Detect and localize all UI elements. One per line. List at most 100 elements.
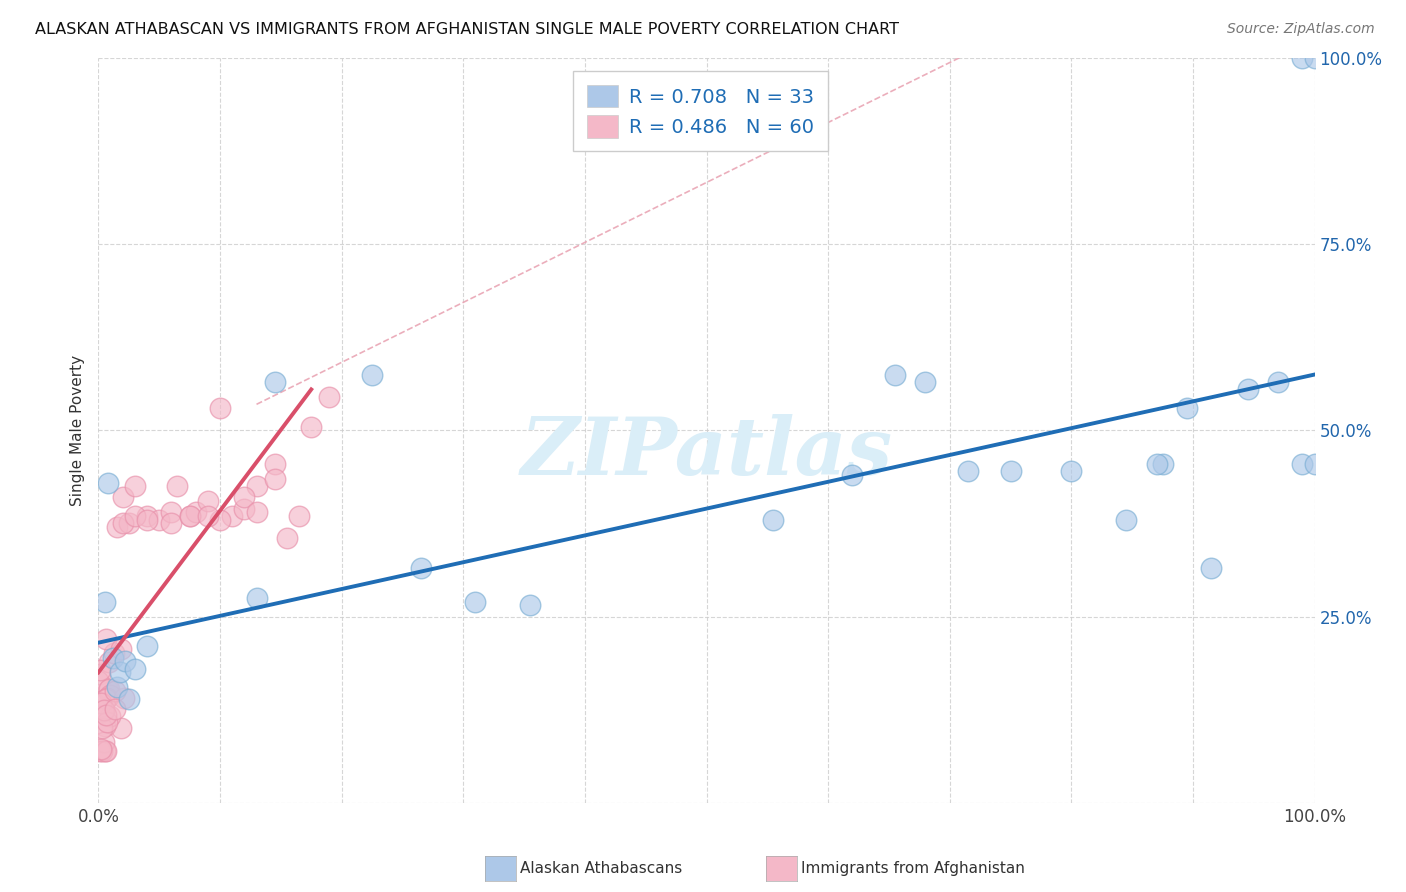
Point (464, 595, 486, 609)
Point (97, 683, 120, 698)
Point (98, 708, 121, 723)
Point (1303, 457, 1326, 471)
Point (93, 595, 115, 609)
Point (90, 741, 112, 756)
Point (94, 744, 117, 758)
Point (263, 457, 285, 471)
Point (93, 735, 115, 749)
Point (94, 632, 117, 646)
Point (101, 650, 124, 665)
Point (519, 599, 541, 613)
Point (112, 691, 135, 706)
Point (318, 390, 340, 404)
Point (96, 714, 118, 729)
Point (209, 401, 232, 415)
Point (136, 509, 159, 524)
Point (124, 662, 146, 676)
Point (409, 561, 432, 575)
Point (956, 464, 979, 478)
Point (1291, 51, 1313, 65)
Text: Source: ZipAtlas.com: Source: ZipAtlas.com (1227, 22, 1375, 37)
Point (1146, 457, 1168, 471)
Point (93, 703, 115, 717)
Point (1199, 561, 1222, 575)
Point (1236, 383, 1258, 397)
Point (160, 505, 183, 519)
Point (91, 704, 114, 718)
Point (104, 684, 127, 698)
Point (105, 681, 128, 695)
Point (1060, 464, 1083, 478)
Point (1303, 51, 1326, 65)
Point (233, 491, 256, 505)
Point (111, 516, 134, 531)
Point (98, 656, 121, 670)
Point (87, 673, 110, 688)
Point (110, 721, 132, 735)
Point (94, 692, 117, 706)
Point (89, 667, 111, 681)
Point (148, 513, 170, 527)
Point (124, 509, 146, 524)
Point (1115, 513, 1137, 527)
Point (179, 509, 201, 524)
Point (160, 516, 183, 531)
Point (841, 468, 863, 483)
Point (91, 744, 114, 758)
Point (245, 505, 267, 519)
Point (136, 513, 159, 527)
Point (197, 509, 219, 524)
Text: Immigrants from Afghanistan: Immigrants from Afghanistan (801, 862, 1025, 876)
Point (762, 513, 785, 527)
Point (90, 696, 112, 710)
Point (361, 368, 384, 382)
Point (263, 375, 285, 389)
Point (104, 702, 127, 716)
Point (263, 472, 285, 486)
Point (105, 520, 128, 534)
Point (98, 688, 121, 702)
Point (1291, 457, 1313, 471)
Point (233, 501, 256, 516)
Legend: R = 0.708   N = 33, R = 0.486   N = 60: R = 0.708 N = 33, R = 0.486 N = 60 (572, 71, 828, 152)
Point (1175, 401, 1198, 415)
Point (1000, 464, 1022, 478)
Point (96, 708, 118, 723)
Point (184, 505, 207, 519)
Point (118, 691, 141, 706)
Point (221, 509, 243, 524)
Point (209, 513, 232, 527)
Point (89, 744, 111, 758)
Point (98, 681, 121, 696)
Point (245, 591, 267, 605)
Point (111, 491, 134, 505)
Point (89, 664, 111, 678)
Point (136, 640, 159, 654)
Point (97, 475, 120, 490)
Point (110, 665, 132, 680)
Point (884, 368, 907, 382)
Point (93, 719, 115, 733)
Point (96, 744, 118, 758)
Point (114, 654, 136, 668)
Point (1152, 457, 1174, 471)
Point (179, 509, 201, 524)
Point (1267, 375, 1289, 389)
Point (288, 509, 311, 524)
Point (166, 479, 188, 493)
Text: ZIPatlas: ZIPatlas (520, 414, 893, 491)
Text: Alaskan Athabascans: Alaskan Athabascans (520, 862, 682, 876)
Point (118, 516, 141, 531)
Point (197, 494, 219, 508)
Point (103, 646, 125, 660)
Point (245, 479, 267, 493)
Point (299, 419, 322, 434)
Y-axis label: Single Male Poverty: Single Male Poverty (70, 355, 86, 506)
Text: ALASKAN ATHABASCAN VS IMMIGRANTS FROM AFGHANISTAN SINGLE MALE POVERTY CORRELATIO: ALASKAN ATHABASCAN VS IMMIGRANTS FROM AF… (35, 22, 900, 37)
Point (276, 532, 298, 546)
Point (124, 479, 146, 493)
Point (96, 690, 118, 705)
Point (914, 375, 936, 389)
Point (110, 642, 132, 657)
Point (91, 722, 114, 736)
